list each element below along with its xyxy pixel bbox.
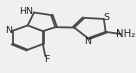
Text: N: N	[84, 37, 91, 46]
Text: N: N	[6, 26, 13, 35]
Text: S: S	[103, 13, 110, 22]
Text: NH₂: NH₂	[116, 29, 135, 39]
Text: F: F	[44, 55, 49, 64]
Text: HN: HN	[19, 7, 33, 16]
